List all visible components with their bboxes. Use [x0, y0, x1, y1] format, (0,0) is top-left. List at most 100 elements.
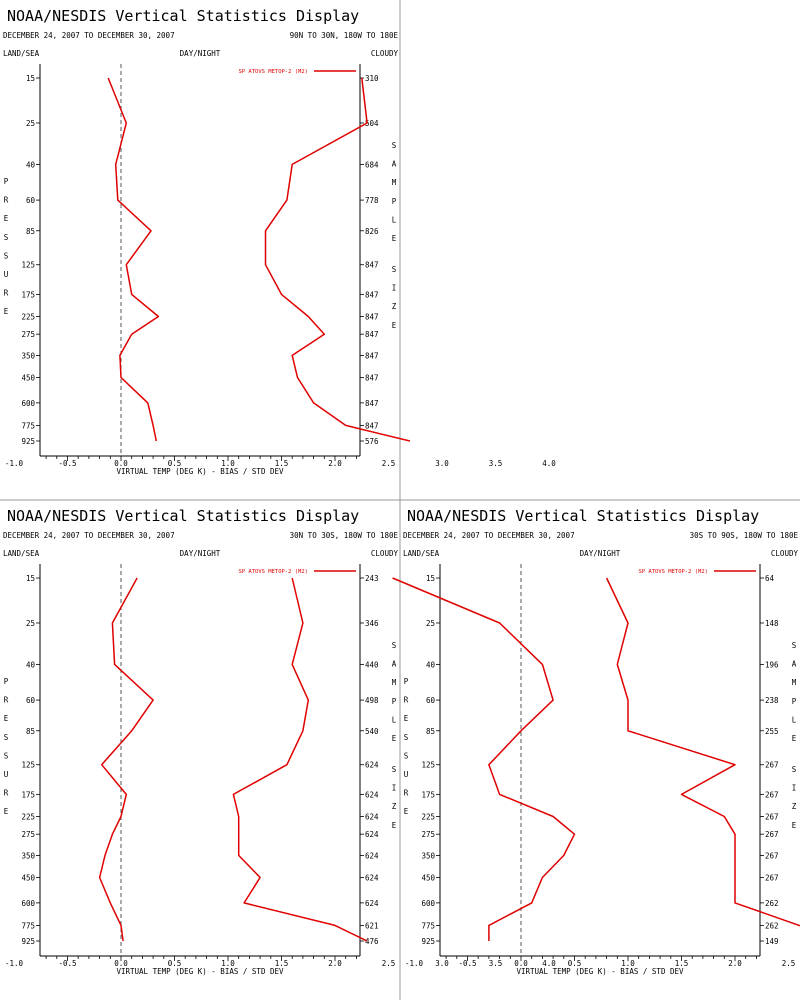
- pressure-level-label: 175: [421, 790, 435, 799]
- x-tick-label: 2.0: [328, 459, 342, 468]
- sample-size-label: 310: [365, 74, 379, 83]
- pressure-level-label: 925: [421, 937, 435, 946]
- y-axis-label-letter: R: [4, 196, 9, 205]
- sample-size-label: 847: [365, 261, 379, 270]
- sample-size-label: 826: [365, 227, 379, 236]
- x-tick-label: 1.5: [675, 959, 689, 968]
- land-sea-label: LAND/SEA: [403, 549, 440, 558]
- pressure-level-label: 85: [26, 227, 35, 236]
- y2-axis-label-letter: E: [392, 821, 397, 830]
- sample-size-label: 267: [765, 761, 779, 770]
- sample-size-label: 624: [365, 830, 379, 839]
- y2-axis-label-letter: A: [392, 660, 397, 669]
- y-axis-label-letter: P: [4, 177, 9, 186]
- land-sea-label: LAND/SEA: [3, 549, 40, 558]
- sample-size-label: 624: [365, 812, 379, 821]
- day-night-label: DAY/NIGHT: [580, 549, 621, 558]
- sample-size-label: 64: [765, 574, 775, 583]
- y2-axis-label-letter: Z: [392, 302, 397, 311]
- y-axis-label-letter: E: [4, 714, 9, 723]
- sample-size-label: 624: [365, 851, 379, 860]
- y2-axis-label-letter: E: [392, 734, 397, 743]
- pressure-level-label: 125: [421, 761, 435, 770]
- pressure-level-label: 350: [421, 851, 435, 860]
- y2-axis-label-letter: E: [392, 321, 397, 330]
- sample-size-label: 476: [365, 937, 379, 946]
- pressure-level-label: 600: [21, 399, 35, 408]
- pressure-level-label: 450: [421, 874, 435, 883]
- y-axis-label-letter: R: [4, 289, 9, 298]
- y2-axis-label-letter: S: [392, 765, 397, 774]
- pressure-level-label: 925: [21, 937, 35, 946]
- pressure-level-label: 925: [21, 437, 35, 446]
- series-line-std-dev: [264, 77, 411, 442]
- y-axis-label-letter: U: [4, 770, 9, 779]
- sample-size-label: 498: [365, 696, 379, 705]
- pressure-level-label: 175: [21, 290, 35, 299]
- x-tick-label: 0.5: [568, 959, 582, 968]
- y-axis-label-letter: R: [404, 789, 409, 798]
- x-ticks: [45, 956, 357, 961]
- sample-size-label: 624: [365, 899, 379, 908]
- cloudy-label: CLOUDY: [371, 549, 399, 558]
- y-axis-label-letter: S: [4, 751, 9, 760]
- y-axis-label-letter: P: [4, 677, 9, 686]
- y2-axis-label-letter: S: [392, 641, 397, 650]
- pressure-level-label: 275: [21, 830, 35, 839]
- x-tick-label: 4.0: [542, 459, 556, 468]
- x-tick-label: 2.0: [728, 959, 742, 968]
- y2-axis-label-letter: P: [792, 697, 797, 706]
- x-tick-label: -1.0: [5, 459, 24, 468]
- legend-label: SP ATOVS METOP-2 (M2): [638, 569, 708, 575]
- x-axis-label: VIRTUAL TEMP (DEG K) - BIAS / STD DEV: [116, 467, 284, 476]
- y-axis-label-letter: E: [404, 807, 409, 816]
- legend-label: SP ATOVS METOP-2 (M2): [238, 569, 308, 575]
- day-night-label: DAY/NIGHT: [180, 549, 221, 558]
- chart-title: NOAA/NESDIS Vertical Statistics Display: [7, 507, 359, 525]
- sample-size-label: 255: [765, 727, 779, 736]
- x-tick-label: 0.0: [114, 959, 128, 968]
- y-axis-label-letter: S: [4, 251, 9, 260]
- pressure-level-label: 275: [421, 830, 435, 839]
- y2-axis-label-letter: A: [392, 160, 397, 169]
- pressure-level-label: 175: [21, 790, 35, 799]
- x-tick-label: 3.5: [489, 459, 503, 468]
- y-axis-label-letter: S: [4, 733, 9, 742]
- region-label: 30N TO 30S, 180W TO 180E: [290, 531, 399, 540]
- x-tick-label: 2.5: [382, 459, 396, 468]
- pressure-level-label: 25: [26, 119, 35, 128]
- sample-size-label: 504: [365, 119, 379, 128]
- x-tick-label: -1.0: [405, 959, 424, 968]
- pressure-level-label: 225: [21, 812, 35, 821]
- sample-size-label: 847: [365, 374, 379, 383]
- sample-size-label: 267: [765, 790, 779, 799]
- y2-axis-label-letter: E: [792, 734, 797, 743]
- y2-axis-label-letter: S: [792, 641, 797, 650]
- sample-size-label: 847: [365, 330, 379, 339]
- x-tick-label: 2.5: [382, 959, 396, 968]
- x-axis-label: VIRTUAL TEMP (DEG K) - BIAS / STD DEV: [116, 967, 284, 976]
- sample-size-label: 847: [365, 351, 379, 360]
- pressure-level-label: 15: [26, 74, 35, 83]
- pressure-level-label: 225: [421, 812, 435, 821]
- date-range: DECEMBER 24, 2007 TO DECEMBER 30, 2007: [403, 531, 575, 540]
- x-tick-label: 2.5: [782, 959, 796, 968]
- y-axis-label-letter: S: [4, 233, 9, 242]
- pressure-level-label: 600: [421, 899, 435, 908]
- y2-axis-label-letter: S: [792, 765, 797, 774]
- chart-panel-2: NOAA/NESDIS Vertical Statistics Display D…: [3, 507, 556, 976]
- x-tick-label: 3.5: [489, 959, 503, 968]
- y2-axis-label-letter: L: [392, 215, 397, 224]
- pressure-level-label: 40: [26, 660, 36, 669]
- y-axis-label-letter: P: [404, 677, 409, 686]
- cloudy-label: CLOUDY: [371, 49, 399, 58]
- pressure-level-label: 60: [426, 696, 436, 705]
- y2-axis-label-letter: Z: [392, 802, 397, 811]
- x-tick-label: 1.0: [221, 459, 235, 468]
- region-label: 30S TO 90S, 180W TO 180E: [690, 531, 799, 540]
- date-range: DECEMBER 24, 2007 TO DECEMBER 30, 2007: [3, 531, 175, 540]
- y2-axis-label-letter: M: [792, 678, 797, 687]
- pressure-level-label: 25: [26, 619, 35, 628]
- pressure-level-label: 40: [426, 660, 436, 669]
- x-tick-label: 1.5: [275, 459, 289, 468]
